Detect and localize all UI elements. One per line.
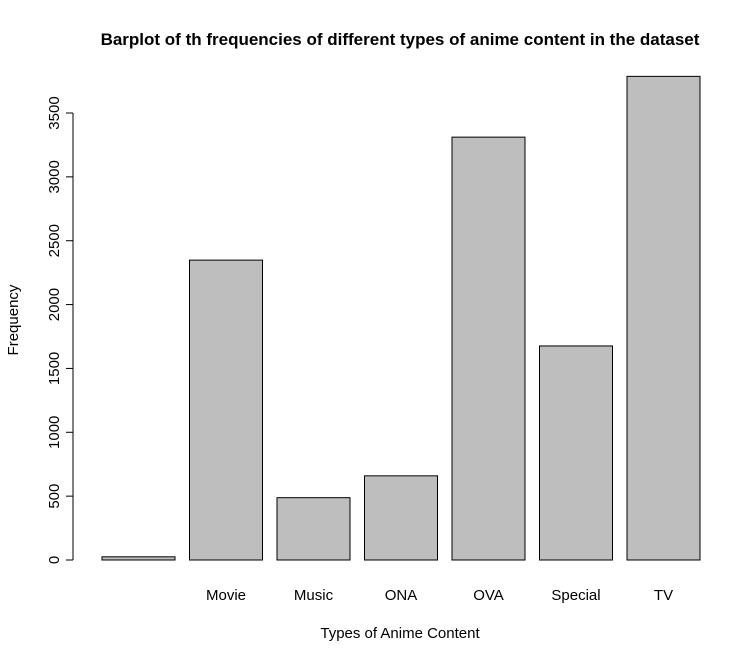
x-tick-label: ONA: [385, 587, 418, 604]
bars: [101, 75, 701, 561]
x-tick-label: Special: [551, 587, 600, 604]
y-tick-label: 3000: [46, 160, 63, 193]
y-tick-label: 1500: [46, 352, 63, 385]
y-tick-label: 1000: [46, 416, 63, 449]
bar-ona: [364, 475, 438, 561]
chart-title: Barplot of th frequencies of different t…: [101, 30, 700, 49]
x-axis-label: Types of Anime Content: [320, 625, 480, 642]
y-tick-label: 3500: [46, 96, 63, 129]
x-tick-label: Music: [294, 587, 334, 604]
y-axis: 0 500 1000 1500 2000 2500 3000 3500: [46, 96, 74, 564]
bar-music: [276, 497, 351, 561]
x-tick-label: Movie: [206, 587, 246, 604]
bar-movie: [189, 259, 263, 561]
bar-blank: [101, 556, 176, 561]
y-axis-label: Frequency: [5, 284, 22, 355]
bar-ova: [451, 136, 526, 561]
y-tick-label: 500: [46, 484, 63, 509]
x-tick-label: TV: [654, 587, 673, 604]
bar-tv: [626, 75, 701, 561]
y-tick-label: 2000: [46, 288, 63, 321]
bar-special: [539, 345, 613, 561]
y-tick-label: 2500: [46, 224, 63, 257]
y-tick-label: 0: [46, 556, 63, 564]
x-tick-labels: Movie Music ONA OVA Special TV: [206, 587, 673, 604]
x-tick-label: OVA: [473, 587, 504, 604]
